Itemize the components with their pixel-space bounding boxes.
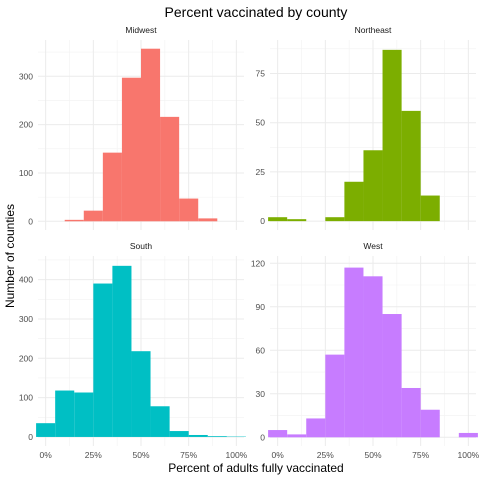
x-tick-label: 0% bbox=[271, 450, 284, 460]
histogram-bar-south bbox=[131, 351, 151, 437]
histogram-bar-northeast bbox=[382, 49, 402, 222]
y-tick-label: 0 bbox=[260, 216, 265, 226]
x-tick-label: 75% bbox=[412, 450, 429, 460]
histogram-bar-west bbox=[363, 276, 383, 438]
y-axis-label: Number of counties bbox=[3, 204, 17, 308]
y-tick-label: 50 bbox=[256, 118, 266, 128]
histogram-bar-west bbox=[268, 430, 288, 438]
histogram-bar-south bbox=[74, 392, 94, 437]
histogram-bar-west bbox=[306, 418, 326, 438]
x-tick-label: 50% bbox=[132, 450, 149, 460]
histogram-bar-south bbox=[207, 436, 227, 437]
histogram-bar-northeast bbox=[325, 217, 345, 222]
histogram-bar-northeast bbox=[344, 181, 364, 222]
histogram-bar-south bbox=[36, 423, 56, 437]
y-tick-label: 400 bbox=[19, 275, 33, 285]
x-tick-label: 75% bbox=[180, 450, 197, 460]
x-axis-label: Percent of adults fully vaccinated bbox=[168, 461, 343, 475]
histogram-bar-west bbox=[420, 409, 440, 438]
y-tick-label: 300 bbox=[19, 71, 33, 81]
histogram-bar-south bbox=[112, 265, 132, 437]
histogram-bar-midwest bbox=[121, 77, 141, 222]
x-tick-label: 100% bbox=[457, 450, 479, 460]
histogram-bar-northeast bbox=[268, 217, 288, 222]
panel-south: 0 100 200 300 400 0% 25% 50% 75% 100% South bbox=[19, 241, 248, 460]
histogram-bar-west bbox=[325, 354, 345, 438]
histogram-bar-south bbox=[55, 390, 75, 437]
histogram-bar-midwest bbox=[141, 48, 161, 222]
histogram-bar-midwest bbox=[64, 219, 84, 222]
y-tick-label: 25 bbox=[256, 167, 266, 177]
y-tick-label: 90 bbox=[256, 302, 266, 312]
panel-west: 0 30 60 90 120 0% 25% 50% 75% 100% West bbox=[251, 241, 480, 460]
y-tick-label: 0 bbox=[260, 432, 265, 442]
histogram-bar-west bbox=[287, 434, 307, 438]
y-tick-label: 100 bbox=[19, 168, 33, 178]
histogram-bar-midwest bbox=[102, 152, 122, 222]
panel-midwest: 0 100 200 300 Midwest bbox=[19, 25, 244, 230]
x-tick-label: 25% bbox=[85, 450, 102, 460]
y-tick-label: 0 bbox=[28, 216, 33, 226]
histogram-bar-northeast bbox=[287, 219, 307, 222]
y-tick-label: 30 bbox=[256, 389, 266, 399]
facet-strip-label: South bbox=[130, 241, 152, 251]
y-tick-label: 75 bbox=[256, 68, 266, 78]
histogram-bar-midwest bbox=[179, 198, 199, 222]
facet-strip-label: Northeast bbox=[355, 25, 392, 35]
histogram-bar-midwest bbox=[198, 218, 218, 222]
histogram-bar-northeast bbox=[363, 150, 383, 222]
facet-panels: 0100200300Midwest0255075Northeast0100200… bbox=[19, 25, 480, 460]
x-tick-label: 100% bbox=[225, 450, 247, 460]
histogram-bar-south bbox=[150, 406, 170, 437]
x-tick-label: 0% bbox=[39, 450, 52, 460]
facet-strip-label: Midwest bbox=[125, 25, 157, 35]
histogram-bar-west bbox=[344, 267, 364, 438]
panel-northeast: 0 25 50 75 Northeast bbox=[256, 25, 476, 230]
y-tick-label: 0 bbox=[28, 432, 33, 442]
y-tick-label: 200 bbox=[19, 353, 33, 363]
x-tick-label: 25% bbox=[317, 450, 334, 460]
y-tick-label: 60 bbox=[256, 345, 266, 355]
y-tick-label: 300 bbox=[19, 314, 33, 324]
histogram-bar-south bbox=[188, 434, 208, 437]
x-tick-label: 50% bbox=[364, 450, 381, 460]
histogram-bar-west bbox=[401, 387, 421, 438]
histogram-bar-west bbox=[458, 432, 478, 438]
histogram-bar-midwest bbox=[160, 116, 180, 222]
facet-strip-label: West bbox=[363, 241, 383, 251]
histogram-bar-west bbox=[382, 314, 402, 438]
chart-title: Percent vaccinated by county bbox=[165, 4, 348, 20]
histogram-bar-south bbox=[93, 283, 113, 437]
histogram-bar-northeast bbox=[401, 110, 421, 222]
y-tick-label: 100 bbox=[19, 393, 33, 403]
histogram-bar-midwest bbox=[83, 210, 103, 222]
y-tick-label: 120 bbox=[251, 258, 265, 268]
histogram-bar-northeast bbox=[420, 195, 440, 222]
histogram-bar-south bbox=[169, 431, 189, 437]
y-tick-label: 200 bbox=[19, 120, 33, 130]
